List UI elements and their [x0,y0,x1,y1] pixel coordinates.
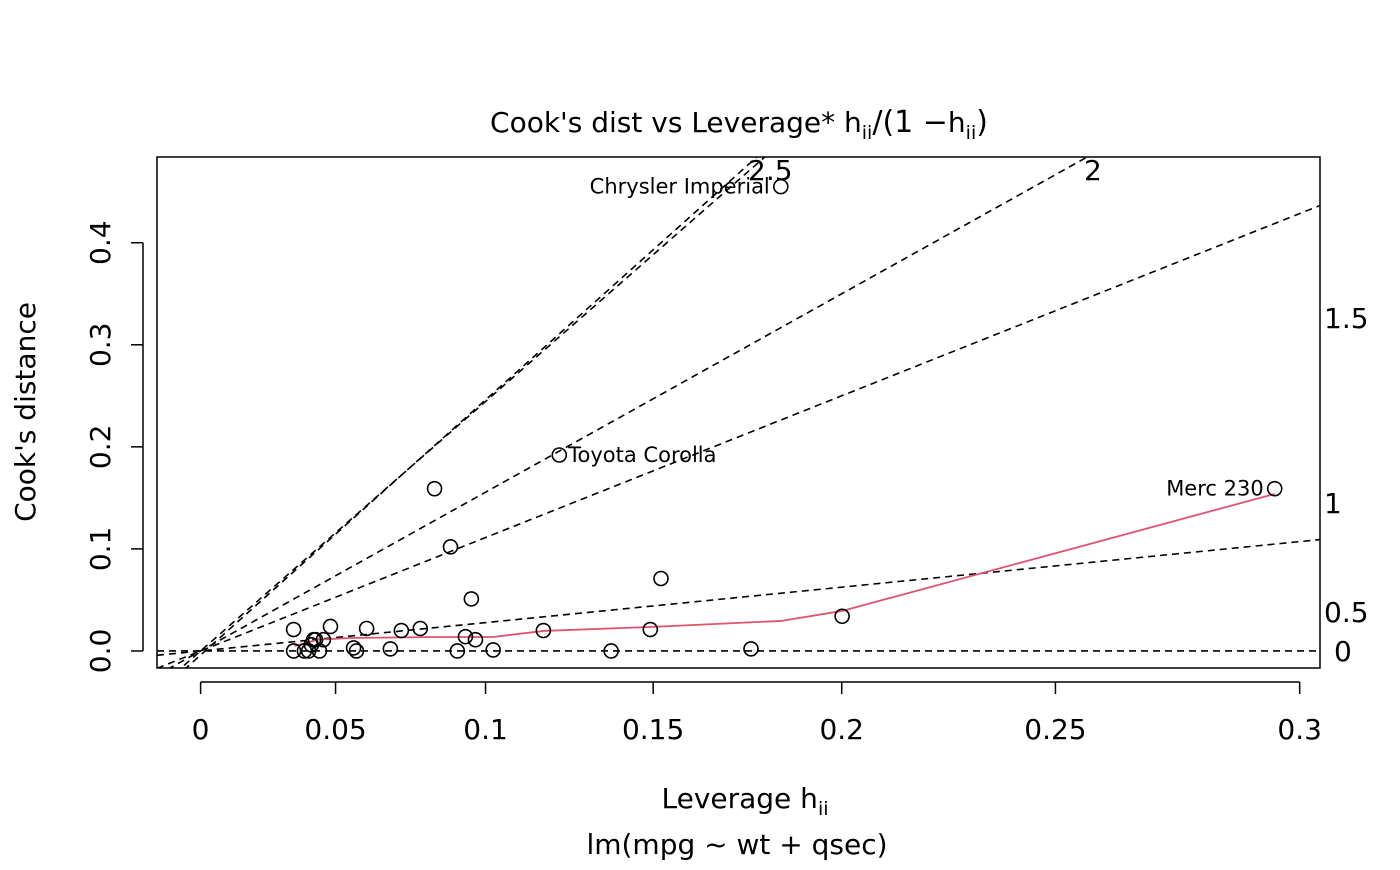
contour-line [168,157,1089,668]
x-axis: 0 0.05 0.1 0.15 0.2 0.25 0.3 [192,681,1322,746]
data-point [285,621,302,638]
point-label: Chrysler Imperial [590,175,770,199]
y-tick-label: 0.1 [84,527,117,572]
data-point [442,539,459,555]
contour-label: 1.5 [1324,302,1369,335]
data-point [348,643,365,659]
x-tick-label: 0.2 [819,713,864,746]
data-point [449,643,466,659]
y-tick-label: 0.2 [84,425,117,470]
points: Toyota Corolla Chrysler Imperial Merc 230 [285,175,1283,659]
x-tick-label: 0.05 [304,713,366,746]
data-point [322,618,339,635]
data-point [426,480,443,497]
data-point [457,628,474,645]
x-tick-label: 0.25 [1024,713,1086,746]
contour-label: 0.5 [1324,596,1369,629]
y-tick-label: 0.3 [84,323,117,368]
data-point [412,620,429,637]
contour-line [157,204,1320,668]
y-axis-label: Cook's distance [9,302,42,522]
chart-title: Cook's dist vs Leverage* hii/(1 −hii) [490,105,988,144]
contour-label: 2.5 [748,154,793,187]
data-point [358,620,375,637]
data-point [551,447,568,463]
x-tick-label: 0 [192,713,210,746]
data-point [467,631,484,648]
data-point [315,631,332,648]
data-point [382,641,399,657]
point-label: Toyota Corolla [567,443,716,467]
contour-line [157,538,1320,657]
plot-box [156,156,1321,669]
contour-labels: 0 0.5 1 1.5 2 2.5 [748,154,1369,668]
data-point [393,622,410,639]
data-point [311,643,328,659]
data-point [834,608,850,625]
data-point [535,622,552,639]
contour-label: 1 [1324,487,1342,520]
x-axis-label: Leverage hii [661,782,828,820]
data-point [642,621,659,638]
data-point [603,643,619,659]
x-tick-label: 0.1 [463,713,508,746]
data-point [743,641,759,657]
contour-label: 0 [1334,635,1352,668]
smooth-line [294,493,1275,647]
y-tick-label: 0.0 [84,629,117,674]
data-point [463,591,480,607]
smoother [294,493,1275,647]
data-point [485,642,501,658]
data-point [653,570,669,587]
x-tick-label: 0.15 [622,713,684,746]
contour-lines [157,157,1320,668]
data-point [307,631,324,648]
contour-label: 2 [1084,154,1102,187]
point-label: Merc 230 [1166,477,1264,501]
y-axis: 0.0 0.1 0.2 0.3 0.4 [84,220,144,674]
data-point [1266,480,1283,497]
contour-line [179,157,767,668]
data-point [772,178,789,195]
data-point [345,640,362,656]
y-tick-label: 0.4 [84,220,117,265]
data-point [285,643,302,659]
contour-line [184,157,759,668]
chart-subtitle: lm(mpg ~ wt + qsec) [586,828,887,861]
x-tick-label: 0.3 [1277,713,1322,746]
